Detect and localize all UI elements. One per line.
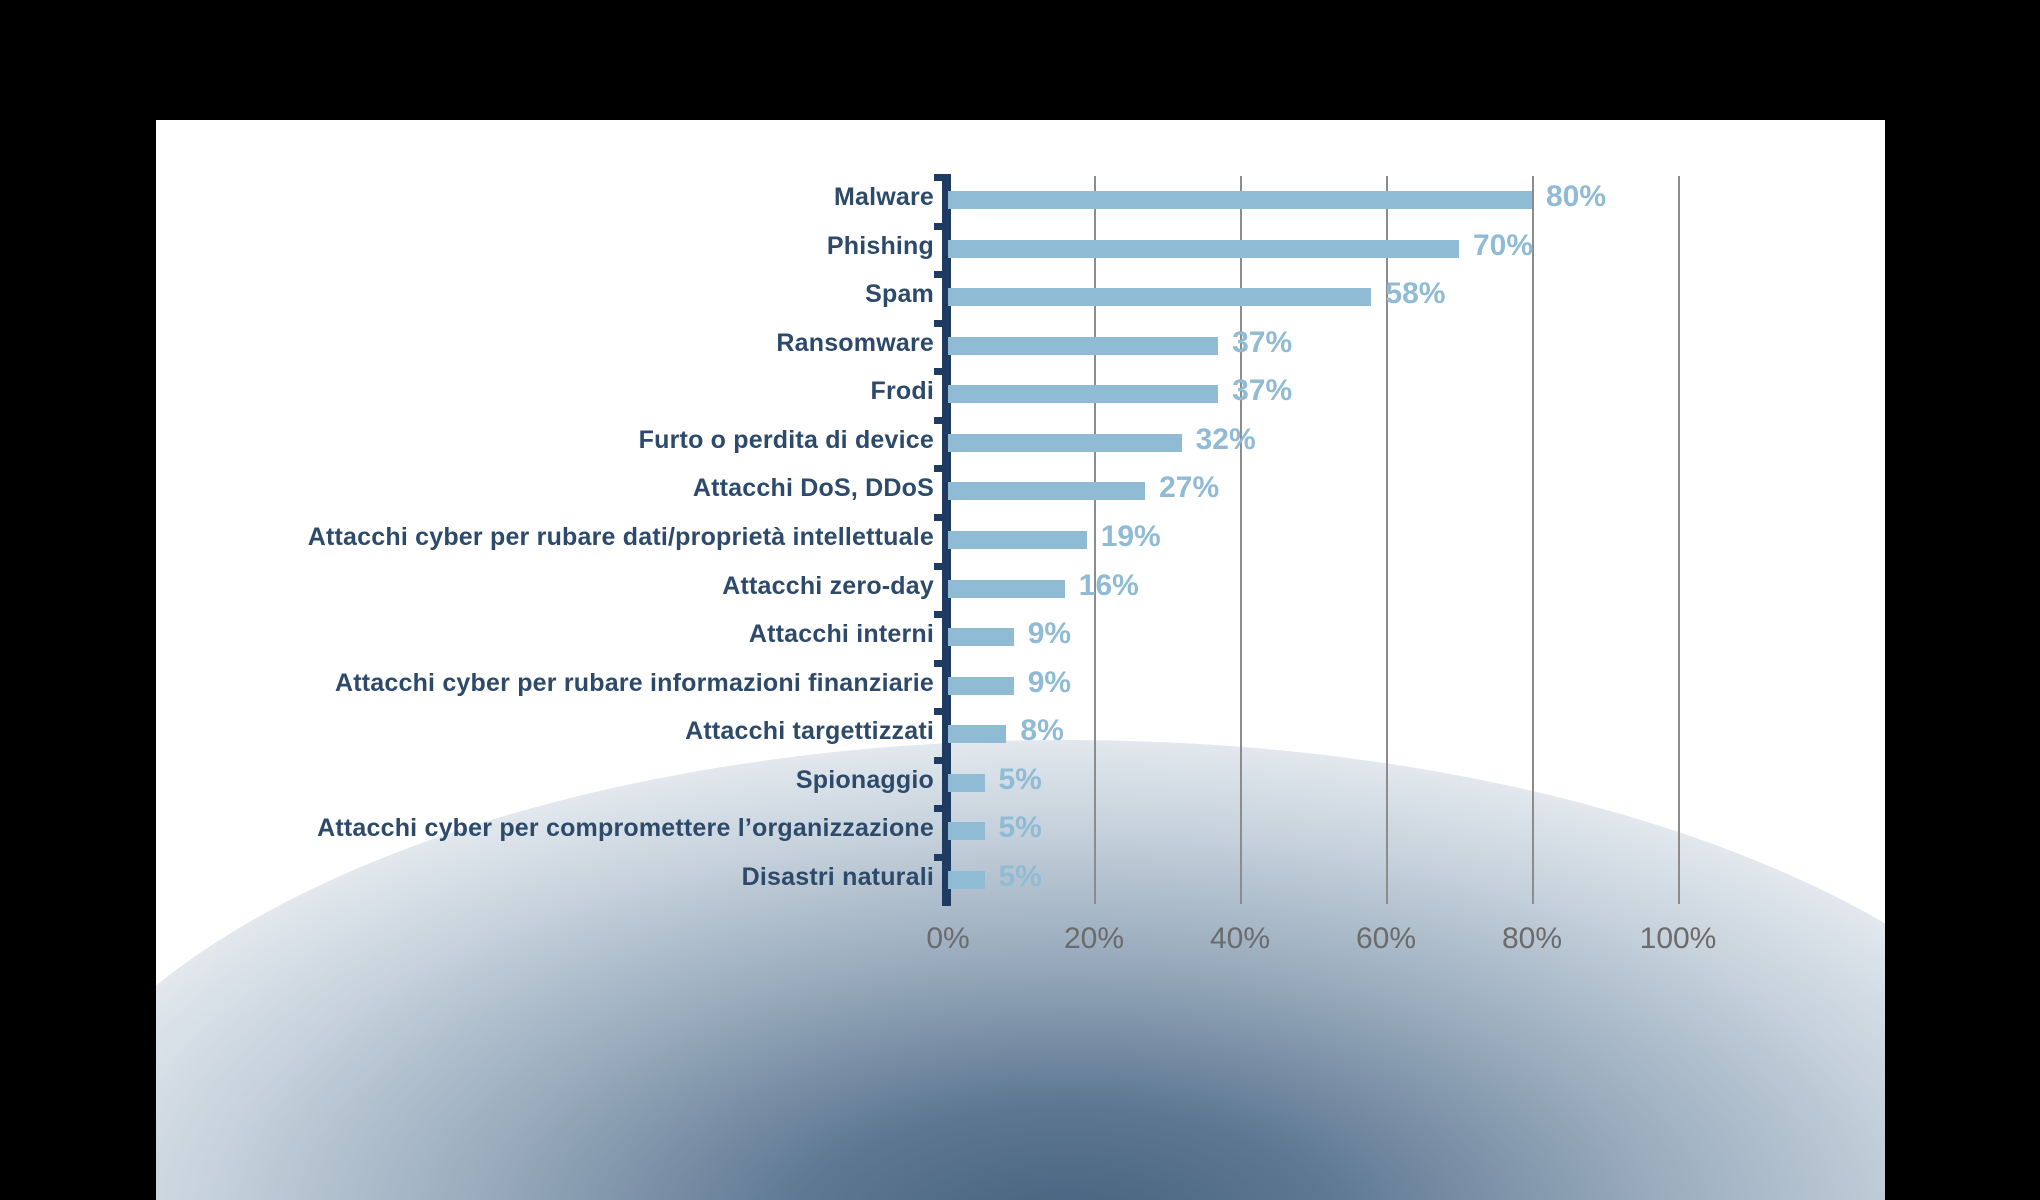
bar-value-label: 8% bbox=[1020, 714, 1064, 748]
x-axis-tick-label: 100% bbox=[1639, 922, 1717, 955]
bar-row: Attacchi targettizzati 8% bbox=[685, 708, 1678, 759]
bar-row: Malware 80% bbox=[834, 174, 1678, 225]
bar-row: Spionaggio 5% bbox=[796, 756, 1678, 807]
bar-value-label: 9% bbox=[1027, 665, 1072, 699]
bar-row: Disastri naturali 5% bbox=[742, 853, 1678, 904]
category-label: Furto o perdita di device bbox=[638, 425, 934, 454]
category-label: Attacchi interni bbox=[748, 620, 934, 649]
category-label: Attacchi zero-day bbox=[722, 571, 934, 600]
bar-value-label: 58% bbox=[1385, 277, 1446, 311]
x-axis-tick-label: 20% bbox=[1063, 922, 1125, 955]
bar-value-label: 32% bbox=[1195, 422, 1256, 456]
gridline bbox=[1094, 176, 1096, 904]
bar bbox=[948, 822, 985, 841]
category-label: Phishing bbox=[826, 231, 934, 260]
bar bbox=[948, 288, 1372, 307]
bar bbox=[948, 191, 1532, 210]
plot-area: Malware 80% Phishing 70% Spam 58% Ransomware 37… bbox=[308, 174, 1716, 955]
bar-value-label: 70% bbox=[1473, 228, 1534, 262]
bar-row: Furto o perdita di device 32% bbox=[639, 416, 1678, 468]
category-label: Attacchi cyber per rubare dati/proprietà… bbox=[307, 522, 934, 551]
category-label: Ransomware bbox=[776, 328, 934, 357]
bar-value-label: 80% bbox=[1546, 180, 1607, 214]
bar-value-label: 5% bbox=[998, 859, 1042, 893]
y-axis-tick bbox=[934, 659, 944, 667]
category-label: Attacchi targettizzati bbox=[685, 717, 934, 746]
bar bbox=[948, 725, 1007, 744]
gridline bbox=[1240, 176, 1242, 904]
category-label: Malware bbox=[833, 183, 934, 212]
bar-value-label: 9% bbox=[1027, 617, 1072, 651]
x-axis-tick-label: 0% bbox=[926, 922, 970, 955]
bar-row: Attacchi cyber per compromettere l’organ… bbox=[317, 805, 1678, 856]
y-axis-tick bbox=[934, 174, 944, 182]
bar bbox=[948, 579, 1065, 598]
y-axis-tick bbox=[934, 416, 944, 424]
x-axis-tick-label: 80% bbox=[1501, 922, 1563, 955]
bar bbox=[948, 870, 985, 889]
category-label: Spam bbox=[865, 280, 934, 309]
bar bbox=[948, 239, 1459, 258]
bar-row: Attacchi cyber per rubare dati/proprietà… bbox=[308, 514, 1678, 565]
bar-row: Ransomware 37% bbox=[776, 319, 1678, 371]
y-axis-tick bbox=[934, 222, 944, 230]
bar bbox=[948, 433, 1182, 452]
category-label: Disastri naturali bbox=[741, 862, 934, 891]
bar-row: Spam 58% bbox=[865, 271, 1678, 322]
y-axis-tick bbox=[934, 611, 944, 619]
y-axis-tick bbox=[934, 465, 944, 473]
y-axis-tick bbox=[934, 756, 944, 764]
category-label: Spionaggio bbox=[795, 765, 934, 794]
bar-value-label: 16% bbox=[1078, 568, 1139, 602]
bar-row: Frodi 37% bbox=[871, 368, 1678, 419]
y-axis-tick bbox=[934, 271, 944, 279]
bar bbox=[948, 628, 1014, 647]
y-axis-tick bbox=[934, 562, 944, 570]
y-axis-line bbox=[942, 174, 951, 906]
bar-value-label: 37% bbox=[1232, 374, 1293, 408]
bar bbox=[948, 530, 1087, 549]
bar bbox=[948, 773, 985, 792]
category-label: Attacchi cyber per compromettere l’organ… bbox=[317, 814, 934, 843]
gridline bbox=[1386, 176, 1388, 904]
category-label: Attacchi cyber per rubare informazioni f… bbox=[334, 668, 934, 697]
bar-value-label: 27% bbox=[1159, 471, 1220, 505]
y-axis-tick bbox=[934, 853, 944, 861]
bar bbox=[948, 482, 1146, 501]
x-axis-tick-label: 60% bbox=[1355, 922, 1417, 955]
y-axis-tick bbox=[934, 368, 944, 376]
gridline bbox=[1678, 176, 1680, 904]
y-axis-tick bbox=[934, 805, 944, 813]
presentation-slide: Malware 80% Phishing 70% Spam 58% Ransomware 37… bbox=[156, 120, 1885, 1200]
x-axis-tick-label: 40% bbox=[1209, 922, 1271, 955]
bar-row: Attacchi interni 9% bbox=[749, 611, 1678, 662]
bar-row: Attacchi zero-day 16% bbox=[722, 562, 1678, 613]
bar-row: Phishing 70% bbox=[827, 222, 1678, 274]
bar-value-label: 37% bbox=[1232, 325, 1293, 359]
y-axis-tick bbox=[934, 319, 944, 327]
category-label: Attacchi DoS, DDoS bbox=[692, 474, 934, 503]
bar bbox=[948, 385, 1219, 404]
category-label: Frodi bbox=[870, 377, 934, 406]
gridline bbox=[1532, 176, 1534, 904]
bar bbox=[948, 676, 1014, 695]
y-axis-tick bbox=[934, 708, 944, 716]
bar-value-label: 5% bbox=[998, 811, 1042, 845]
bar-value-label: 5% bbox=[998, 762, 1042, 796]
bar-row: Attacchi DoS, DDoS 27% bbox=[693, 465, 1678, 516]
horizontal-bar-chart: Malware 80% Phishing 70% Spam 58% Ransomware 37… bbox=[156, 120, 1885, 1200]
bar-row: Attacchi cyber per rubare informazioni f… bbox=[335, 659, 1678, 710]
bar bbox=[948, 336, 1219, 355]
bar-value-label: 19% bbox=[1100, 519, 1161, 553]
y-axis-tick bbox=[934, 514, 944, 521]
